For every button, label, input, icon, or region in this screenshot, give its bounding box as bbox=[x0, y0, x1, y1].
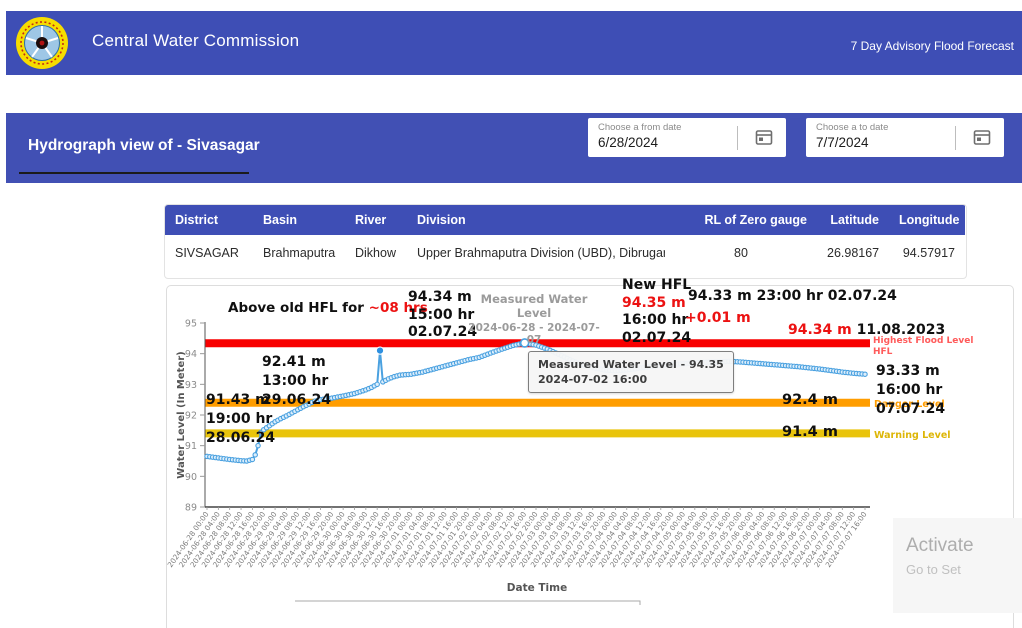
col-header-river: River bbox=[345, 205, 407, 235]
station-info-card: District Basin River Division RL of Zero… bbox=[164, 204, 967, 279]
annotation-after-peak: 94.33 m 23:00 hr 02.07.24 bbox=[688, 288, 897, 304]
title-underline bbox=[19, 172, 249, 174]
to-date-input[interactable]: 7/7/2024 bbox=[816, 135, 869, 150]
col-header-rl-zero-gauge: RL of Zero gauge bbox=[665, 205, 817, 235]
annotation-above-old-hfl: Above old HFL for ~08 hrs bbox=[228, 300, 428, 316]
cell-district: SIVSAGAR bbox=[175, 246, 239, 260]
forecast-link[interactable]: 7 Day Advisory Flood Forecast bbox=[850, 39, 1014, 53]
warning-level-value: 91.4 m bbox=[782, 424, 838, 440]
from-date-input[interactable]: 6/28/2024 bbox=[598, 135, 659, 150]
station-table: District Basin River Division RL of Zero… bbox=[165, 205, 965, 271]
cell-latitude: 26.98167 bbox=[827, 246, 880, 260]
page-title: Hydrograph view of - Sivasagar bbox=[28, 137, 260, 154]
to-date-label: Choose a to date bbox=[816, 122, 889, 133]
table-row: SIVSAGAR Brahmaputra Dikhow Upper Brahma… bbox=[165, 235, 965, 271]
cell-rl-zero-gauge: 80 bbox=[734, 246, 748, 260]
warning-line-label: Warning Level bbox=[874, 430, 951, 441]
app-header: Central Water Commission 7 Day Advisory … bbox=[6, 11, 1022, 75]
cell-division: Upper Brahmaputra Division (UBD), Dibrug… bbox=[417, 246, 665, 260]
page-header: Hydrograph view of - Sivasagar Choose a … bbox=[6, 113, 1022, 183]
table-header-row: District Basin River Division RL of Zero… bbox=[165, 205, 965, 235]
activation-watermark: Activate Go to Set bbox=[893, 518, 1022, 613]
danger-level-value: 92.4 m bbox=[782, 392, 838, 408]
divider bbox=[955, 126, 956, 150]
calendar-icon[interactable] bbox=[973, 128, 991, 146]
cell-river: Dikhow bbox=[355, 246, 396, 260]
from-date-label: Choose a from date bbox=[598, 122, 682, 133]
hfl-line-label: Highest Flood Level HFL bbox=[873, 336, 974, 357]
annotation-old-hfl: 94.34 m 11.08.2023 bbox=[788, 322, 946, 338]
col-header-district: District bbox=[165, 205, 253, 235]
to-date-field[interactable]: Choose a to date 7/7/2024 bbox=[806, 118, 1004, 157]
chart-title: Measured Water Level 2024-06-28 - 2024-0… bbox=[468, 292, 600, 346]
chart-tooltip: Measured Water Level - 94.35 2024-07-02 … bbox=[528, 351, 734, 393]
divider bbox=[737, 126, 738, 150]
annotation-hfl-increase: +0.01 m bbox=[685, 310, 751, 326]
annotation-latest-reading: 93.33 m 16:00 hr 07.07.24 bbox=[876, 363, 946, 417]
cwc-logo-icon bbox=[16, 17, 68, 69]
annotation-warning-crossing: 91.43 m 19:00 hr 28.06.24 bbox=[206, 392, 276, 446]
col-header-basin: Basin bbox=[253, 205, 345, 235]
calendar-icon[interactable] bbox=[755, 128, 773, 146]
annotation-old-hfl-crossing: 94.34 m 15:00 hr 02.07.24 bbox=[408, 289, 478, 340]
from-date-field[interactable]: Choose a from date 6/28/2024 bbox=[588, 118, 786, 157]
app-title: Central Water Commission bbox=[92, 31, 300, 50]
col-header-division: Division bbox=[407, 205, 665, 235]
danger-line-label: Danger Level bbox=[874, 399, 945, 410]
col-header-latitude: Latitude bbox=[817, 205, 889, 235]
col-header-longitude: Longitude bbox=[889, 205, 965, 235]
cell-longitude: 94.57917 bbox=[902, 246, 955, 260]
annotation-new-hfl: New HFL 94.35 m 16:00 hr 02.07.24 bbox=[622, 277, 692, 346]
cell-basin: Brahmaputra bbox=[263, 246, 336, 260]
